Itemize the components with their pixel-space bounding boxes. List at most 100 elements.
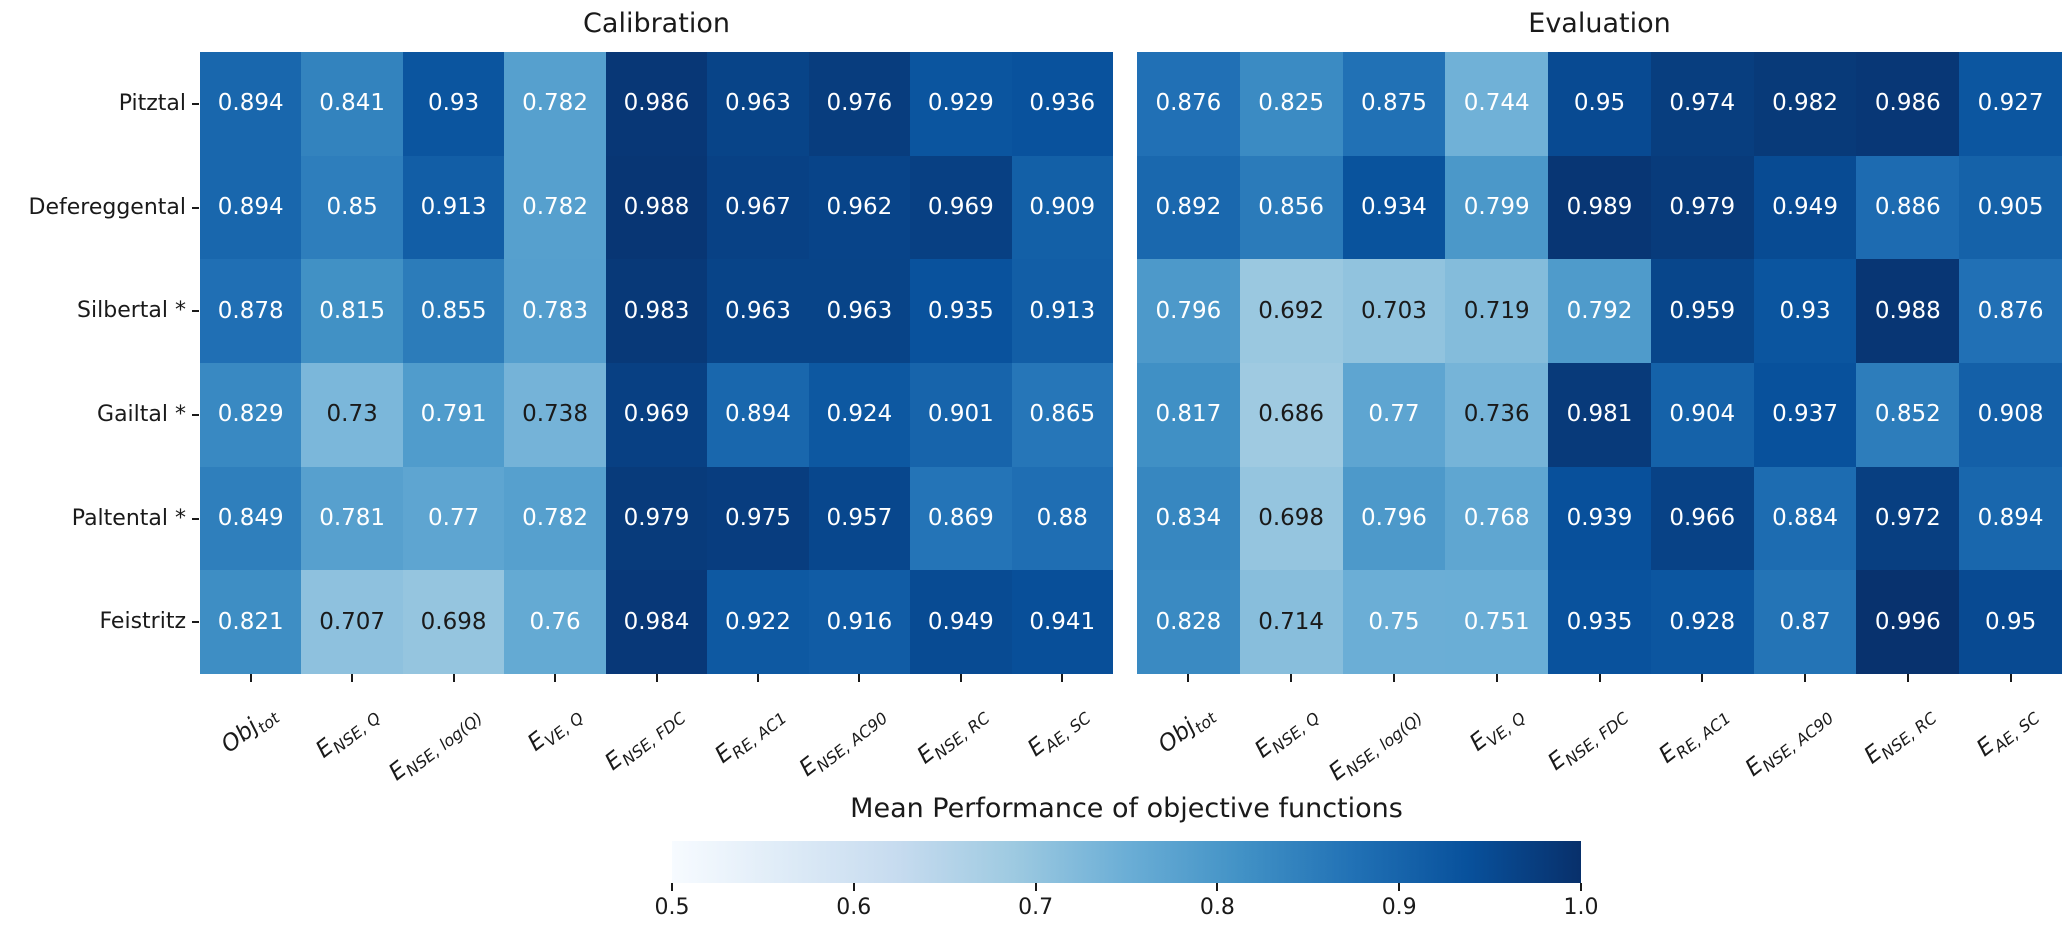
heatmap-cell: 0.981: [1548, 362, 1651, 467]
heatmap-cell: 0.783: [504, 259, 606, 363]
heatmap-cell: 0.957: [808, 466, 911, 571]
heatmap-cell: 0.782: [504, 466, 606, 571]
heatmap-cell: 0.876: [1959, 259, 2062, 363]
colorbar-tick-label: 0.7: [1018, 895, 1054, 920]
colorbar-gradient: [672, 841, 1581, 883]
x-tick-label: ENSE, AC90: [1630, 700, 1838, 871]
heatmap-grid: 0.894 0.841 0.93 0.782 0.986 0.963 0.976 0.929 0…: [200, 52, 1113, 674]
y-axis-tick: [192, 310, 199, 313]
heatmap-cell: 0.929: [910, 52, 1012, 156]
colorbar-tick: [1398, 883, 1401, 891]
heatmap-cell: 0.782: [504, 155, 606, 260]
x-tick-label-sub: NSE, RC: [1877, 708, 1941, 764]
x-tick-label-sub: VE, Q: [541, 708, 588, 751]
heatmap-cell: 0.93: [1753, 259, 1857, 363]
y-axis-tick: [192, 206, 199, 209]
colorbar-tick: [671, 883, 673, 891]
heatmap-cell: 0.894: [707, 362, 809, 467]
heatmap-cell: 0.969: [910, 155, 1012, 260]
heatmap-cell: 0.75: [1342, 570, 1446, 674]
heatmap-cell: 0.825: [1239, 52, 1343, 156]
heatmap-cell: 0.922: [707, 570, 809, 674]
x-tick-label-sub: NSE, AC90: [1758, 708, 1838, 776]
heatmap-cell: 0.962: [808, 155, 911, 260]
heatmap-cell: 0.924: [808, 362, 911, 467]
heatmap-cell: 0.963: [808, 259, 911, 363]
x-axis-tick: [351, 674, 354, 682]
heatmap-cell: 0.913: [402, 155, 505, 260]
heatmap-cell: 0.834: [1137, 466, 1240, 571]
colorbar-tick-label: 0.5: [654, 895, 690, 920]
heatmap-cell: 0.983: [605, 259, 708, 363]
heatmap-cell: 0.988: [1856, 259, 1960, 363]
x-axis-tick: [858, 674, 861, 682]
x-tick-label-sub: NSE, log(Q): [401, 708, 486, 780]
x-tick-label-sub: RE, AC1: [728, 708, 791, 763]
panel-title-evaluation: Evaluation: [1528, 8, 1671, 39]
heatmap-cell: 0.85: [301, 155, 403, 260]
x-tick-label-sub: NSE, RC: [930, 708, 994, 764]
colorbar-tick-label: 0.9: [1381, 895, 1417, 920]
colorbar-tick-label: 1.0: [1563, 895, 1599, 920]
colorbar-tick: [852, 883, 855, 891]
heatmap-cell: 0.904: [1650, 362, 1754, 467]
heatmap-cell: 0.852: [1856, 362, 1960, 467]
heatmap-cell: 0.963: [707, 259, 809, 363]
row-label: Feistritz: [99, 609, 186, 635]
heatmap-cell: 0.959: [1650, 259, 1754, 363]
heatmap-cell: 0.935: [1548, 570, 1651, 674]
heatmap-cell: 0.692: [1239, 259, 1343, 363]
x-axis-tick: [554, 674, 557, 682]
heatmap-grid: 0.876 0.825 0.875 0.744 0.95 0.974 0.982 0.986 0…: [1137, 52, 2062, 674]
x-tick-label-sub: NSE, log(Q): [1342, 708, 1427, 780]
heatmap-cell: 0.707: [301, 570, 403, 674]
y-axis-tick: [192, 413, 199, 416]
heatmap-cell: 0.937: [1753, 362, 1857, 467]
heatmap-cell: 0.905: [1959, 155, 2062, 260]
heatmap-cell: 0.73: [301, 362, 403, 467]
heatmap-cell: 0.974: [1650, 52, 1754, 156]
heatmap-cell: 0.77: [402, 466, 505, 571]
heatmap-cell: 0.77: [1342, 362, 1446, 467]
x-tick-label-sub: NSE, AC90: [813, 708, 892, 776]
heatmap-cell: 0.894: [1959, 466, 2062, 571]
heatmap-cell: 0.791: [402, 362, 505, 467]
heatmap-cell: 0.989: [1548, 155, 1651, 260]
heatmap-panel-evaluation: 0.876 0.825 0.875 0.744 0.95 0.974 0.982 0.986 0…: [1137, 52, 2062, 804]
x-axis-tick: [1187, 674, 1190, 682]
heatmap-cell: 0.698: [1239, 466, 1343, 571]
y-axis-tick: [192, 517, 199, 520]
heatmap-cell: 0.875: [1342, 52, 1446, 156]
heatmap-cell: 0.744: [1445, 52, 1549, 156]
heatmap-cell: 0.986: [605, 52, 708, 156]
heatmap-cell: 0.908: [1959, 362, 2062, 467]
heatmap-cell: 0.975: [707, 466, 809, 571]
y-axis-tick: [192, 102, 199, 105]
heatmap-cell: 0.698: [402, 570, 505, 674]
heatmap-cell: 0.894: [200, 52, 302, 156]
heatmap-cell: 0.719: [1445, 259, 1549, 363]
heatmap-cell: 0.95: [1548, 52, 1651, 156]
heatmap-cell: 0.796: [1137, 259, 1240, 363]
colorbar-label: Mean Performance of objective functions: [850, 793, 1403, 824]
heatmap-cell: 0.979: [605, 466, 708, 571]
x-axis-tick: [1804, 674, 1807, 682]
heatmap-cell: 0.821: [200, 570, 302, 674]
y-axis-tick: [192, 621, 199, 624]
x-tick-label-sub: NSE, Q: [329, 708, 385, 758]
x-tick-label-sub: AE, SC: [1989, 708, 2043, 756]
row-label: Defereggental: [28, 194, 186, 220]
x-axis-tick: [452, 674, 455, 682]
heatmap-cell: 0.986: [1856, 52, 1960, 156]
x-axis-tick: [756, 674, 759, 682]
heatmap-cell: 0.963: [707, 52, 809, 156]
heatmap-cell: 0.856: [1239, 155, 1343, 260]
heatmap-cell: 0.935: [910, 259, 1012, 363]
heatmap-cell: 0.95: [1959, 570, 2062, 674]
row-label: Gailtal *: [97, 401, 186, 427]
row-label: Pitztal: [118, 90, 186, 116]
heatmap-cell: 0.916: [808, 570, 911, 674]
x-axis-tick: [1392, 674, 1395, 682]
heatmap-cell: 0.949: [910, 570, 1012, 674]
